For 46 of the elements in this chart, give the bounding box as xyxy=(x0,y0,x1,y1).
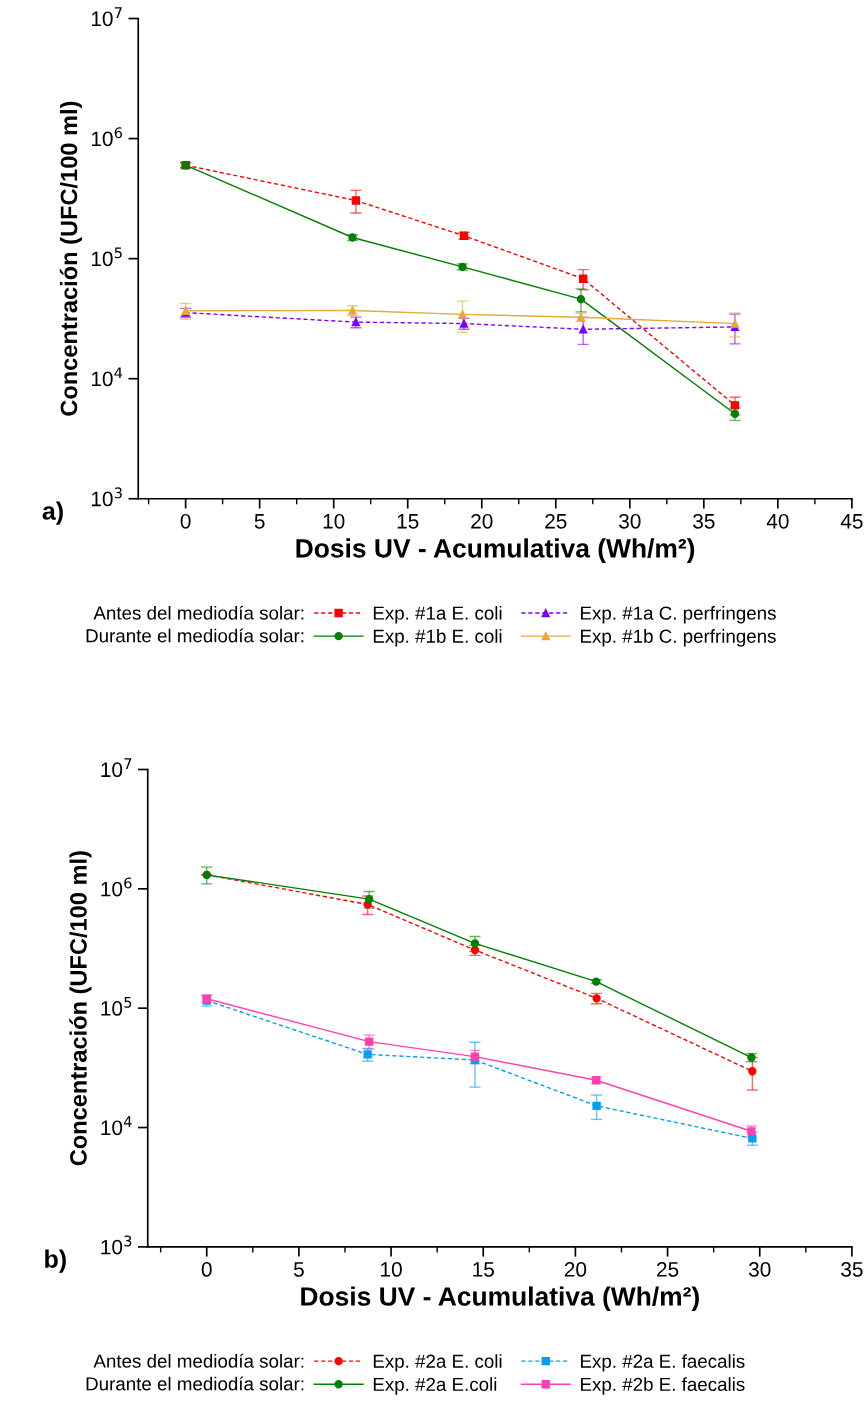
x-tick-label: 0 xyxy=(201,1262,212,1277)
text: a) xyxy=(42,501,63,525)
y-axis-title: Concentración (UFC/100 ml) xyxy=(69,851,92,1166)
y-tick-label: 10$^{4}$ xyxy=(101,1116,132,1136)
text: Durante el mediodía solar: xyxy=(86,628,304,643)
x-tick-label: 5 xyxy=(293,1262,304,1277)
text: Durante el mediodía solar: xyxy=(86,1376,304,1391)
legend-label: Exp. #1b E. coli xyxy=(373,629,502,647)
legend-label: Exp. #1a E. coli xyxy=(373,606,502,624)
x-axis-title: Dosis UV - Acumulativa (Wh/m²) xyxy=(296,538,695,563)
x-tick-label: 15 xyxy=(473,1262,494,1277)
x-tick-label: 10 xyxy=(323,513,345,529)
x-tick-label: 30 xyxy=(748,1262,771,1277)
y-tick-label: 10$^{3}$ xyxy=(91,487,122,507)
x-tick-label: 15 xyxy=(397,514,419,529)
x-tick-label: 35 xyxy=(841,1262,863,1277)
text: Antes del mediodía solar: xyxy=(93,605,304,620)
x-axis-title: Dosis UV - Acumulativa (Wh/m²) xyxy=(301,1286,699,1312)
y-tick-label: 10$^{3}$ xyxy=(101,1235,132,1255)
legend-label: Exp. #2a E.coli xyxy=(373,1377,497,1395)
x-tick-label: 25 xyxy=(545,513,567,529)
x-tick-label: 20 xyxy=(471,513,493,529)
legend-label: Exp. #1a C. perfringens xyxy=(581,606,776,624)
x-tick-label: 30 xyxy=(619,513,641,529)
y-tick-label: 10$^{6}$ xyxy=(91,127,123,147)
y-axis-title: Concentración (UFC/100 ml) xyxy=(59,101,82,416)
text: b) xyxy=(45,1249,66,1273)
y-tick-label: 10$^{7}$ xyxy=(101,758,132,778)
x-tick-label: 40 xyxy=(766,513,789,529)
x-tick-label: 20 xyxy=(564,1262,587,1277)
x-tick-label: 35 xyxy=(693,513,715,529)
legend-label: Exp. #1b C. perfringens xyxy=(581,629,776,647)
x-tick-label: 45 xyxy=(840,514,863,529)
x-tick-label: 5 xyxy=(254,514,265,529)
y-tick-label: 10$^{7}$ xyxy=(91,7,122,27)
y-tick-label: 10$^{6}$ xyxy=(101,877,132,897)
legend-label: Exp. #2b E. faecalis xyxy=(581,1377,745,1395)
x-tick-label: 25 xyxy=(657,1262,679,1277)
text: Antes del mediodía solar: xyxy=(93,1353,304,1368)
y-tick-label: 10$^{5}$ xyxy=(91,247,122,267)
legend-label: Exp. #2a E. faecalis xyxy=(581,1354,745,1372)
x-tick-label: 0 xyxy=(180,513,191,529)
y-tick-label: 10$^{5}$ xyxy=(101,996,132,1016)
y-tick-label: 10$^{4}$ xyxy=(91,367,123,387)
x-tick-label: 10 xyxy=(381,1262,402,1277)
legend-label: Exp. #2a E. coli xyxy=(373,1354,502,1372)
